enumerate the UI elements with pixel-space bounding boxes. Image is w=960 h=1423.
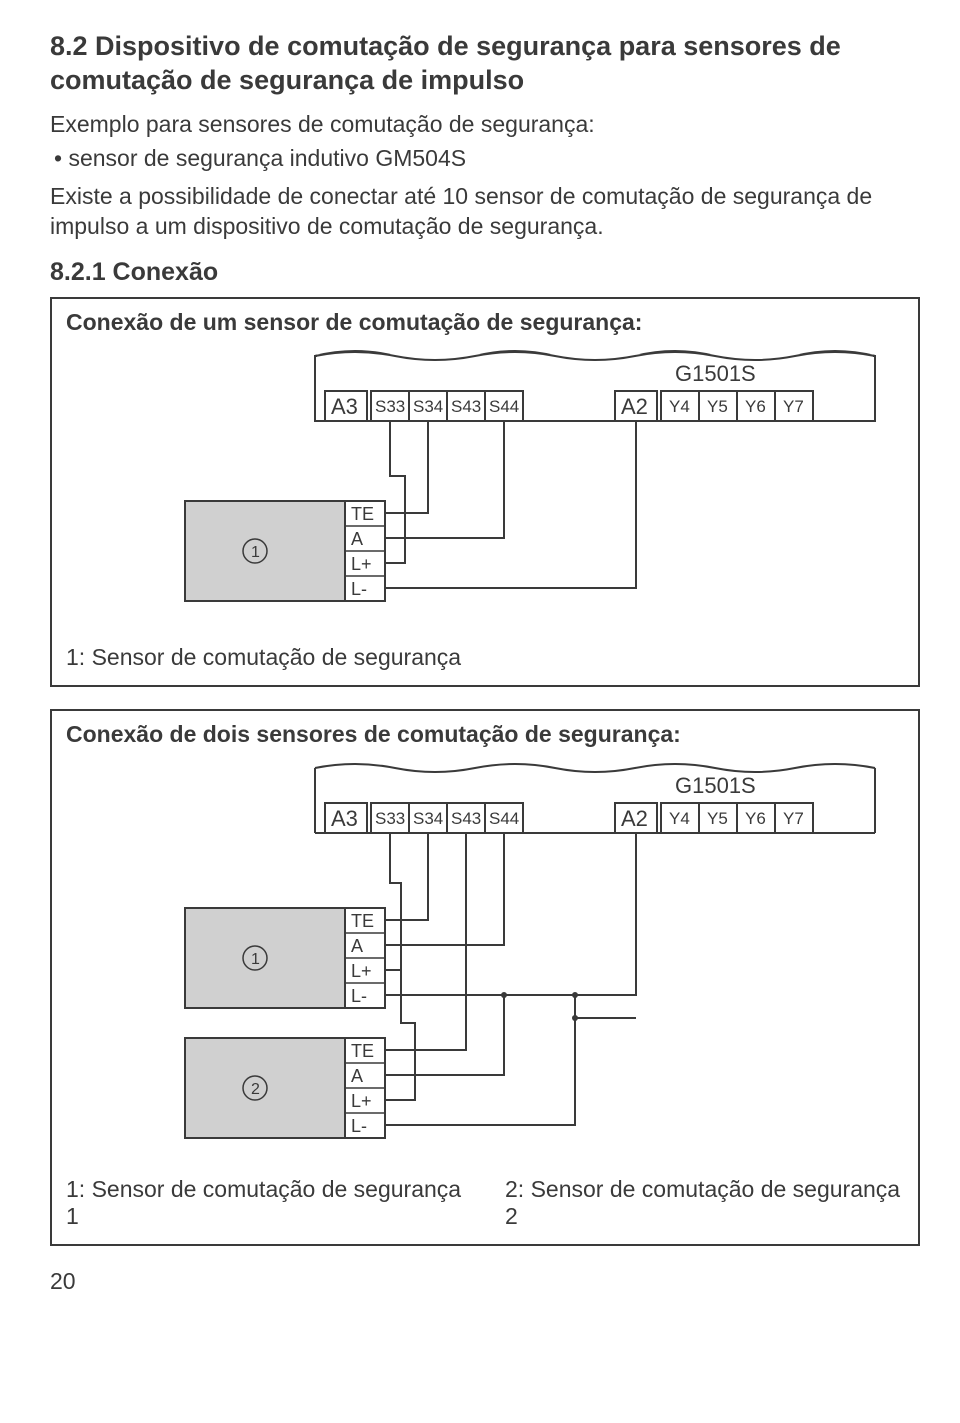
terminal-y6-2: Y6 <box>745 809 766 828</box>
pin-te: TE <box>351 504 374 524</box>
pin-lminus-s2: L- <box>351 1116 367 1136</box>
box2-caption2: 2: Sensor de comutação de segurança 2 <box>505 1176 904 1230</box>
pin-lplus-s1: L+ <box>351 961 372 981</box>
pin-a-s2: A <box>351 1066 363 1086</box>
pin-lminus-s1: L- <box>351 986 367 1006</box>
pin-te-s1: TE <box>351 911 374 931</box>
sensor1-num: 1 <box>251 544 260 561</box>
sensor2-num: 2 <box>251 1081 260 1098</box>
terminal-s33: S33 <box>375 397 405 416</box>
diagram-box-1: Conexão de um sensor de comutação de seg… <box>50 297 920 687</box>
terminal-a2-2: A2 <box>621 806 648 831</box>
terminal-s43: S43 <box>451 397 481 416</box>
terminal-s33-2: S33 <box>375 809 405 828</box>
terminal-s34-2: S34 <box>413 809 443 828</box>
paragraph: Existe a possibilidade de conectar até 1… <box>50 182 920 242</box>
pin-lminus: L- <box>351 579 367 599</box>
pin-a: A <box>351 529 363 549</box>
box2-caption1: 1: Sensor de comutação de segurança 1 <box>66 1176 465 1230</box>
intro-text: Exemplo para sensores de comutação de se… <box>50 110 920 140</box>
terminal-s34: S34 <box>413 397 443 416</box>
device-label: G1501S <box>675 361 756 386</box>
terminal-s44-2: S44 <box>489 809 519 828</box>
pin-a-s1: A <box>351 936 363 956</box>
pin-lplus: L+ <box>351 554 372 574</box>
pin-lplus-s2: L+ <box>351 1091 372 1111</box>
sensor1-num-2: 1 <box>251 951 260 968</box>
box1-title: Conexão de um sensor de comutação de seg… <box>66 309 904 336</box>
bullet-item: sensor de segurança indutivo GM504S <box>54 145 920 172</box>
page-number: 20 <box>50 1268 920 1295</box>
diagram-1: G1501S A3 S33 S34 S43 S44 A2 Y4 Y5 Y6 Y7… <box>75 346 895 636</box>
terminal-a2: A2 <box>621 394 648 419</box>
diagram-2: G1501S A3 S33 S34 S43 S44 A2 Y4 Y5 Y6 Y7… <box>75 758 895 1168</box>
terminal-a3-2: A3 <box>331 806 358 831</box>
box1-caption: 1: Sensor de comutação de segurança <box>66 644 904 671</box>
subsection-heading: 8.2.1 Conexão <box>50 258 920 287</box>
terminal-y5: Y5 <box>707 397 728 416</box>
diagram-box-2: Conexão de dois sensores de comutação de… <box>50 709 920 1246</box>
terminal-y4-2: Y4 <box>669 809 690 828</box>
terminal-a3: A3 <box>331 394 358 419</box>
terminal-s44: S44 <box>489 397 519 416</box>
device-label-2: G1501S <box>675 773 756 798</box>
terminal-y6: Y6 <box>745 397 766 416</box>
terminal-y5-2: Y5 <box>707 809 728 828</box>
section-heading: 8.2 Dispositivo de comutação de seguranç… <box>50 30 920 98</box>
terminal-y7-2: Y7 <box>783 809 804 828</box>
pin-te-s2: TE <box>351 1041 374 1061</box>
box2-title: Conexão de dois sensores de comutação de… <box>66 721 904 748</box>
terminal-y4: Y4 <box>669 397 690 416</box>
terminal-y7: Y7 <box>783 397 804 416</box>
terminal-s43-2: S43 <box>451 809 481 828</box>
